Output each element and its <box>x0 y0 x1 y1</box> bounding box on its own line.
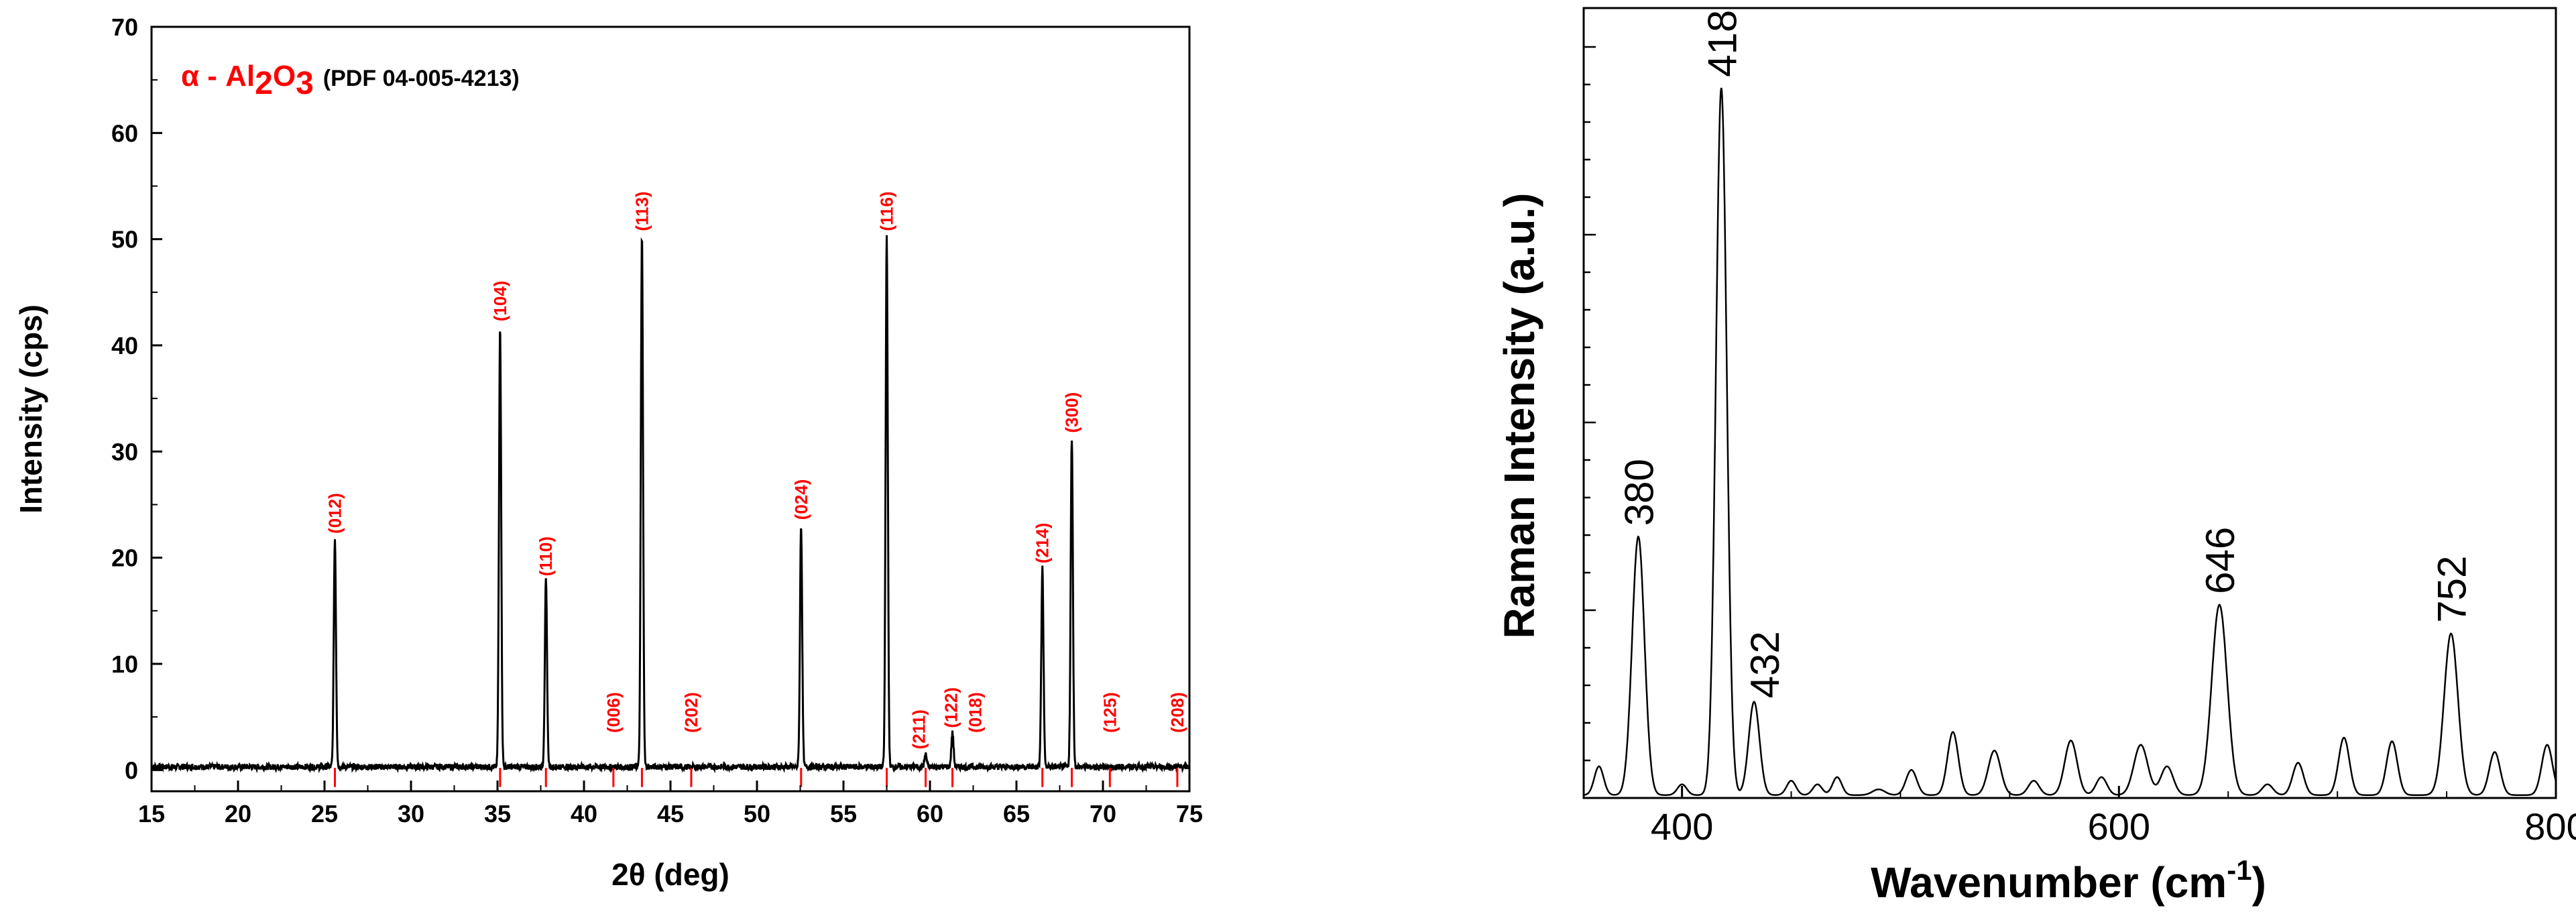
raman-plot-frame <box>1582 7 2557 799</box>
xrd-x-tick-label: 70 <box>1090 800 1116 827</box>
xrd-x-tick-label: 75 <box>1176 800 1203 827</box>
xrd-y-tick-label: 50 <box>111 226 138 253</box>
xrd-peak-label: (211) <box>909 709 929 749</box>
xrd-x-tick-label: 60 <box>917 800 943 827</box>
xrd-peak-label: (125) <box>1100 692 1120 733</box>
xrd-x-tick-label: 35 <box>484 800 511 827</box>
xrd-peak-label: (116) <box>877 191 897 231</box>
xrd-peak-label: (018) <box>965 692 986 733</box>
raman-x-axis-title: Wavenumber (cm-1) <box>1871 854 2266 907</box>
raman-x-axis-title-main: Wavenumber (cm <box>1871 858 2227 907</box>
raman-y-axis-title: Raman Intensity (a.u.) <box>1495 193 1543 639</box>
raman-peak-label: 432 <box>1743 631 1788 698</box>
xrd-x-axis-title: 2θ (deg) <box>611 857 729 892</box>
raman-peak-label: 646 <box>2198 527 2243 594</box>
xrd-chart: (012) (104) (110) (006) (113) (202) (024) (116)… <box>13 13 1203 892</box>
xrd-phase-prefix: α - Al <box>181 60 255 93</box>
raman-peak-label: 418 <box>1700 10 1745 77</box>
raman-chart: 380 418 432 646 752 400 600 800 Wavenumber (cm… <box>1495 7 2576 907</box>
xrd-peak-label: (024) <box>791 479 811 520</box>
xrd-y-tick-label: 60 <box>111 119 138 147</box>
xrd-x-tick-label: 25 <box>311 800 338 827</box>
xrd-pattern-line <box>150 235 1191 774</box>
xrd-x-tick-label: 65 <box>1003 800 1030 827</box>
xrd-phase-sub2: 3 <box>296 66 314 101</box>
xrd-x-tick-label: 30 <box>398 800 424 827</box>
xrd-y-tick-label: 30 <box>111 438 138 465</box>
xrd-phase-mid: O <box>273 60 296 93</box>
raman-x-axis-title-close: ) <box>2252 858 2266 907</box>
xrd-peak-label: (113) <box>632 191 652 231</box>
xrd-y-tick-label: 20 <box>111 544 138 572</box>
raman-spectrum-line <box>1584 87 2557 796</box>
xrd-peak-label: (202) <box>681 692 701 733</box>
xrd-peak-label: (110) <box>536 536 556 576</box>
xrd-x-tick-label: 15 <box>138 800 165 827</box>
raman-x-axis-title-sup: -1 <box>2227 854 2251 886</box>
xrd-y-axis-title: Intensity (cps) <box>13 304 48 514</box>
xrd-y-tick-label: 10 <box>111 650 138 678</box>
xrd-peak-label: (104) <box>490 281 510 322</box>
xrd-x-tick-label: 40 <box>571 800 597 827</box>
xrd-x-tick-label: 50 <box>744 800 770 827</box>
xrd-phase-sub1: 2 <box>255 66 273 101</box>
xrd-phase-annotation: α - Al2O3 (PDF 04-005-4213) <box>181 60 520 101</box>
xrd-peak-label: (208) <box>1167 692 1187 733</box>
raman-x-tick-label: 600 <box>2088 805 2150 848</box>
xrd-reference: (PDF 04-005-4213) <box>323 66 520 91</box>
raman-x-tick-label: 400 <box>1651 805 1713 848</box>
xrd-x-tick-label: 20 <box>225 800 251 827</box>
xrd-x-tick-label: 45 <box>657 800 684 827</box>
raman-peak-label: 380 <box>1617 459 1661 526</box>
xrd-peak-label: (122) <box>941 687 961 728</box>
xrd-peak-label: (300) <box>1062 392 1082 433</box>
xrd-peak-label: (012) <box>325 493 345 534</box>
xrd-x-tick-label: 55 <box>830 800 857 827</box>
xrd-y-tick-label: 40 <box>111 332 138 359</box>
xrd-peak-label: (214) <box>1033 523 1053 564</box>
xrd-y-tick-label: 0 <box>125 756 138 784</box>
raman-x-tick-label: 800 <box>2524 805 2576 848</box>
raman-peak-label: 752 <box>2430 556 2475 623</box>
xrd-peak-label: (006) <box>603 692 624 733</box>
xrd-plot-frame <box>150 25 1191 793</box>
xrd-y-tick-label: 70 <box>111 13 138 41</box>
